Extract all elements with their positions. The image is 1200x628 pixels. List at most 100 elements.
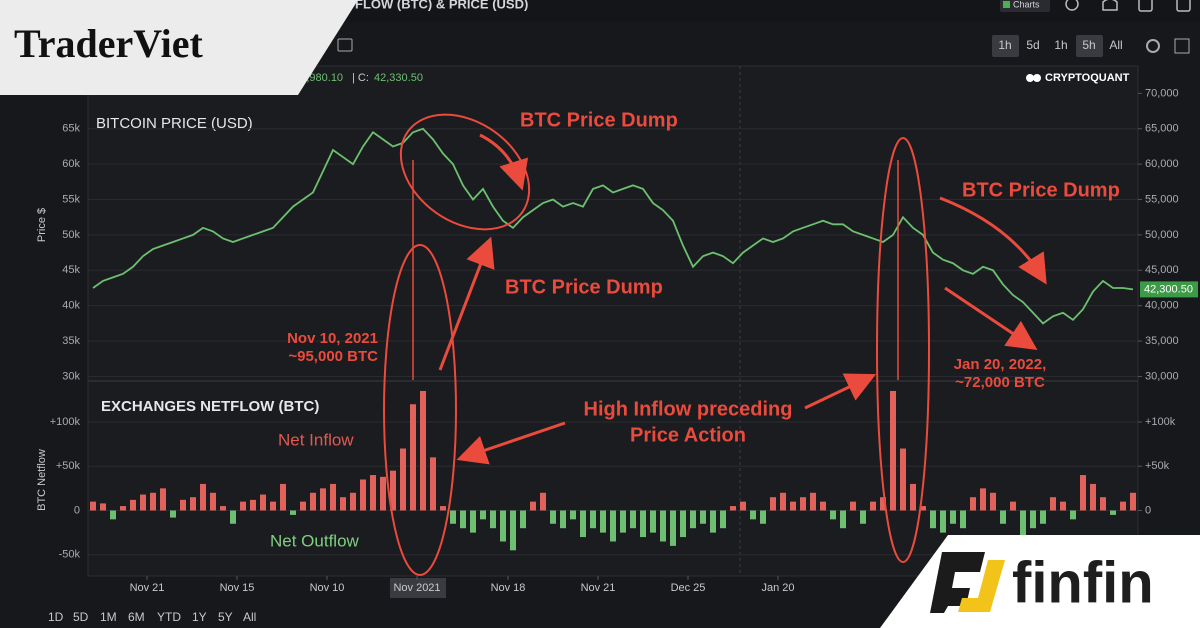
range-button[interactable]: 6M	[128, 610, 145, 624]
charts-label[interactable]: Charts	[1013, 0, 1040, 9]
logo-right: finfin	[1012, 550, 1154, 615]
edit-icon[interactable]	[1138, 0, 1153, 12]
arrow	[479, 133, 529, 191]
netflow-bar	[240, 501, 246, 511]
netflow-bar	[940, 510, 946, 533]
annotation: ~95,000 BTC	[288, 348, 378, 365]
netflow-bar	[150, 492, 156, 511]
netflow-bar	[470, 510, 476, 533]
netflow-bar	[740, 501, 746, 511]
y2-tick-label: +100k	[1145, 416, 1176, 428]
netflow-bar	[990, 492, 996, 511]
netflow-bar	[710, 510, 716, 533]
netflow-bar	[640, 510, 646, 538]
x-tick-label: Nov 15	[220, 582, 255, 594]
interval-button[interactable]: 1h	[998, 38, 1011, 52]
range-button[interactable]: 5D	[73, 610, 89, 624]
netflow-bar	[250, 499, 256, 511]
netflow-bar	[760, 510, 766, 524]
interval-active[interactable]	[992, 35, 1019, 57]
interval-button[interactable]: All	[1109, 38, 1122, 52]
panel-title: EXCHANGES NETFLOW (BTC)	[101, 398, 319, 415]
netflow-bar	[580, 510, 586, 538]
netflow-bar	[870, 501, 876, 511]
y2-tick-label: 60,000	[1145, 158, 1179, 170]
interval-button[interactable]: 1h	[1054, 38, 1067, 52]
x-tick-label: Nov 18	[491, 582, 526, 594]
brand: CRYPTOQUANT	[1045, 72, 1130, 84]
netflow-bar	[530, 501, 536, 511]
netflow-bar	[110, 510, 116, 520]
layout-icon[interactable]	[337, 38, 353, 52]
search-icon[interactable]	[1065, 0, 1079, 11]
page-title: FLOW (BTC) & PRICE (USD)	[355, 0, 528, 11]
range-button[interactable]: 1M	[100, 610, 117, 624]
y-tick-label: +100k	[50, 416, 81, 428]
netflow-bar	[750, 510, 756, 520]
netflow-bar	[130, 499, 136, 511]
netflow-bar	[380, 476, 386, 511]
interval-button[interactable]: 5h	[1082, 38, 1095, 52]
share-icon[interactable]	[1176, 0, 1191, 12]
interval-button[interactable]: 5d	[1026, 38, 1039, 52]
netflow-bar	[820, 501, 826, 511]
y2-tick-label: 30,000	[1145, 370, 1179, 382]
netflow-bar	[700, 510, 706, 524]
netflow-bar	[140, 494, 146, 511]
x-tick-label: Dec 25	[671, 582, 706, 594]
netflow-bar	[670, 510, 676, 546]
range-button[interactable]: 1Y	[192, 610, 207, 624]
netflow-bar	[1010, 501, 1016, 511]
y2-tick-label: 0	[1145, 504, 1151, 516]
range-button[interactable]: All	[243, 610, 256, 624]
y2-tick-label: 35,000	[1145, 335, 1179, 347]
netflow-bar	[160, 488, 166, 511]
range-button[interactable]: YTD	[157, 610, 181, 624]
plot-area	[87, 65, 1139, 577]
netflow-bar	[1000, 510, 1006, 524]
netflow-bar	[210, 492, 216, 511]
netflow-bar	[1130, 492, 1136, 511]
range-button[interactable]: 5Y	[218, 610, 233, 624]
netflow-bar	[1110, 510, 1116, 515]
checkbox[interactable]	[1003, 1, 1010, 8]
settings-icon[interactable]	[1146, 39, 1160, 53]
netflow-bar	[1030, 510, 1036, 529]
interval-active[interactable]	[1076, 35, 1103, 57]
netflow-bar	[1050, 497, 1056, 511]
netflow-bar	[310, 492, 316, 511]
netflow-bar	[270, 501, 276, 511]
arrow	[456, 421, 566, 465]
logo-icon	[930, 552, 985, 613]
netflow-bar	[320, 488, 326, 511]
y2-tick-label: 55,000	[1145, 193, 1179, 205]
netflow-bar	[480, 510, 486, 520]
y2-tick-label: 50,000	[1145, 229, 1179, 241]
netflow-bar	[790, 501, 796, 511]
y-tick-label: 0	[74, 504, 80, 516]
netflow-bar	[650, 510, 656, 533]
arrow	[804, 373, 877, 410]
bell-icon[interactable]	[1102, 0, 1118, 11]
netflow-bar	[830, 510, 836, 520]
y-tick-label: 40k	[62, 300, 80, 312]
charts-toggle[interactable]	[1000, 0, 1050, 12]
netflow-bar	[1090, 483, 1096, 511]
price-line	[92, 127, 1134, 325]
netflow-bar	[340, 497, 346, 511]
annotation: Nov 10, 2021	[287, 330, 378, 347]
y-tick-label: -50k	[59, 549, 81, 561]
y-tick-label: 45k	[62, 264, 80, 276]
y2-tick-label: 65,000	[1145, 123, 1179, 135]
netflow-bar	[1080, 475, 1086, 511]
netflow-bar	[500, 510, 506, 542]
x-tick-label: Nov 21	[581, 582, 616, 594]
netflow-bar	[450, 510, 456, 524]
netflow-bar	[550, 510, 556, 524]
netflow-bar	[840, 510, 846, 529]
range-button[interactable]: 1D	[48, 610, 64, 624]
fullscreen-icon[interactable]	[1174, 38, 1190, 54]
netflow-bar	[100, 503, 106, 511]
netflow-bar	[490, 510, 496, 529]
